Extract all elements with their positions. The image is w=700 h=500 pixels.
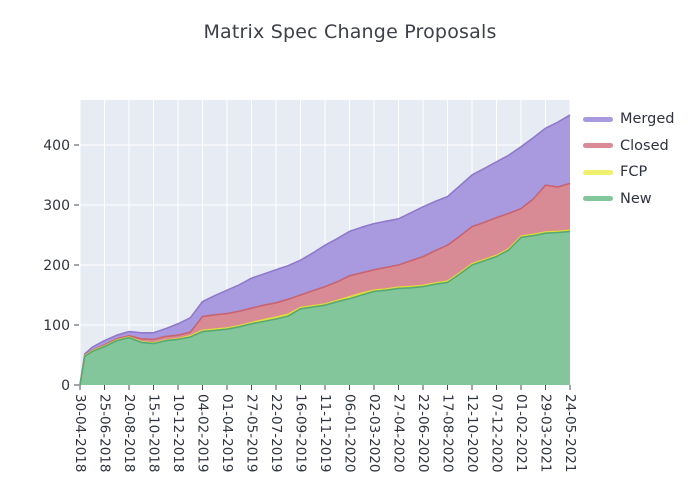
x-tick-label: 27-04-2020: [391, 394, 407, 472]
x-tick-label: 22-06-2020: [415, 394, 431, 472]
area-new: [80, 231, 570, 385]
x-tick-label: 16-09-2019: [293, 394, 309, 472]
x-tick-label: 12-10-2020: [464, 394, 480, 472]
chart-title: Matrix Spec Change Proposals: [203, 21, 497, 43]
x-tick-label: 30-04-2018: [72, 394, 88, 472]
y-tick-label: 100: [43, 318, 70, 334]
area-line-new: [79, 230, 571, 386]
x-tick-label: 01-02-2021: [513, 394, 529, 472]
x-tick-label: 17-08-2020: [440, 394, 456, 472]
area-line-closed: [79, 182, 571, 386]
y-tick-label: 200: [43, 258, 70, 274]
legend-swatch: [583, 143, 613, 149]
x-tick-label: 24-05-2021: [562, 394, 578, 472]
legend-swatch: [583, 116, 613, 122]
x-tick-label: 06-01-2020: [342, 394, 358, 472]
y-tick-label: 0: [61, 378, 70, 394]
y-tick-label: 300: [43, 198, 70, 214]
x-tick-label: 15-10-2018: [146, 394, 162, 472]
legend-item-fcp[interactable]: FCP: [583, 159, 674, 186]
x-tick-label: 25-06-2018: [97, 394, 113, 472]
x-tick-label: 01-04-2019: [219, 394, 235, 472]
x-tick-label: 22-07-2019: [268, 394, 284, 472]
legend-item-merged[interactable]: Merged: [583, 106, 674, 133]
legend-label: New: [620, 190, 652, 207]
x-tick-label: 04-02-2019: [195, 394, 211, 472]
y-tick-label: 400: [43, 138, 70, 154]
legend-label: FCP: [620, 164, 648, 180]
area-line-merged: [79, 114, 571, 386]
legend-swatch: [583, 169, 613, 175]
legend-label: Closed: [620, 137, 669, 154]
legend-item-closed[interactable]: Closed: [583, 133, 674, 160]
x-tick-label: 07-12-2020: [489, 394, 505, 472]
x-tick-label: 29-03-2021: [538, 394, 554, 472]
x-tick-label: 10-12-2018: [170, 394, 186, 472]
x-tick-label: 02-03-2020: [366, 394, 382, 472]
x-tick-label: 20-08-2018: [121, 394, 137, 472]
x-tick-label: 11-11-2019: [317, 394, 333, 472]
legend-label: Merged: [620, 111, 675, 127]
x-tick-label: 27-05-2019: [244, 394, 260, 472]
legend-item-new[interactable]: New: [583, 186, 674, 213]
legend-swatch: [583, 196, 613, 202]
legend: Merged Closed FCP New: [583, 106, 674, 212]
